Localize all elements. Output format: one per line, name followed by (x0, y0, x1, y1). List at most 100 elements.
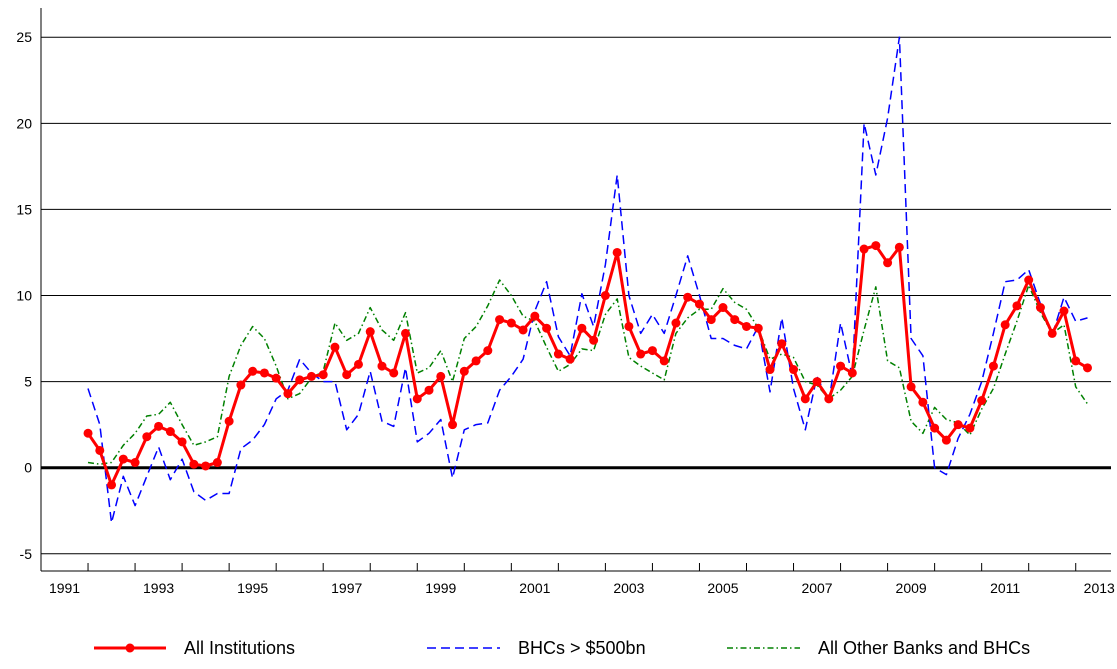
data-point (965, 423, 975, 433)
x-tick-label: 2011 (990, 580, 1020, 596)
data-point (847, 368, 857, 378)
data-point (389, 368, 399, 378)
x-tick-label: 1997 (331, 580, 362, 596)
data-point (518, 325, 528, 335)
data-point (647, 346, 657, 356)
data-point (765, 365, 775, 375)
y-tick-label: 5 (24, 374, 32, 390)
data-point (130, 458, 140, 468)
data-point (283, 389, 293, 399)
x-tick-label: 1991 (49, 580, 80, 596)
data-point (506, 318, 516, 328)
data-point (836, 361, 846, 371)
data-point (154, 421, 164, 431)
data-point (471, 356, 481, 366)
x-tick-label: 1993 (143, 580, 174, 596)
data-point (941, 435, 951, 445)
data-point (353, 359, 363, 369)
x-tick-label: 2007 (801, 580, 832, 596)
data-point (1059, 306, 1069, 316)
y-tick-label: 25 (16, 29, 32, 45)
x-tick-label: 2013 (1084, 580, 1115, 596)
data-point (483, 346, 493, 356)
data-point (671, 318, 681, 328)
data-point (142, 432, 152, 442)
grid-layer (41, 36, 1111, 555)
data-point (930, 423, 940, 433)
data-point (718, 303, 728, 313)
data-point (1082, 363, 1092, 373)
data-point (577, 323, 587, 333)
data-point (988, 361, 998, 371)
data-point (259, 368, 269, 378)
data-point (495, 315, 505, 325)
data-point (401, 328, 411, 338)
y-tick-label: 0 (24, 460, 32, 476)
data-point (824, 394, 834, 404)
data-point (624, 321, 634, 331)
data-point (83, 428, 93, 438)
data-point (236, 380, 246, 390)
x-tick-label: 2009 (896, 580, 927, 596)
data-point (318, 370, 328, 380)
data-point (883, 258, 893, 268)
data-point (741, 321, 751, 331)
data-point (1000, 320, 1010, 330)
data-point (659, 356, 669, 366)
data-point (530, 311, 540, 321)
data-point (918, 397, 928, 407)
data-point (165, 427, 175, 437)
data-point (777, 339, 787, 349)
data-point (342, 370, 352, 380)
data-point (977, 396, 987, 406)
x-tick-label: 1999 (425, 580, 456, 596)
data-point (694, 299, 704, 309)
data-point (612, 247, 622, 257)
data-point (107, 480, 117, 490)
data-point (424, 385, 434, 395)
data-point (118, 454, 128, 464)
legend: All Institutions BHCs > $500bn All Other B… (94, 638, 1030, 658)
data-point (553, 349, 563, 359)
data-point (212, 458, 222, 468)
data-point (871, 241, 881, 251)
data-point (1024, 275, 1034, 285)
data-point (189, 459, 199, 469)
data-point (753, 323, 763, 333)
data-point (636, 349, 646, 359)
axes-layer: -5 0 5 10 15 20 25 1991 1993 1995 1997 1999 2001 2003… (16, 8, 1115, 596)
y-tick-label: -5 (20, 546, 33, 562)
x-tick-label: 2005 (707, 580, 738, 596)
legend-label: BHCs > $500bn (518, 638, 646, 658)
data-point (177, 437, 187, 447)
data-point (894, 242, 904, 252)
y-tick-label: 20 (16, 115, 32, 131)
data-point (448, 420, 458, 430)
data-point (459, 366, 469, 376)
x-tick-label: 1995 (237, 580, 268, 596)
data-point (224, 416, 234, 426)
data-point (1047, 328, 1057, 338)
data-point (271, 373, 281, 383)
data-point (800, 394, 810, 404)
data-point (812, 377, 822, 387)
legend-label: All Other Banks and BHCs (818, 638, 1030, 658)
data-point (95, 445, 105, 455)
data-point (1071, 356, 1081, 366)
data-point (295, 375, 305, 385)
x-tick-label: 2003 (613, 580, 644, 596)
data-point (1012, 301, 1022, 311)
data-point (365, 327, 375, 337)
data-point (789, 365, 799, 375)
series-line-all-other-banks (87, 279, 1089, 465)
y-tick-label: 15 (16, 201, 32, 217)
data-point (542, 323, 552, 333)
data-point (859, 244, 869, 254)
data-point (565, 354, 575, 364)
data-point (330, 342, 340, 352)
data-point (906, 382, 916, 392)
data-point (953, 420, 963, 430)
series-layer (83, 36, 1092, 524)
